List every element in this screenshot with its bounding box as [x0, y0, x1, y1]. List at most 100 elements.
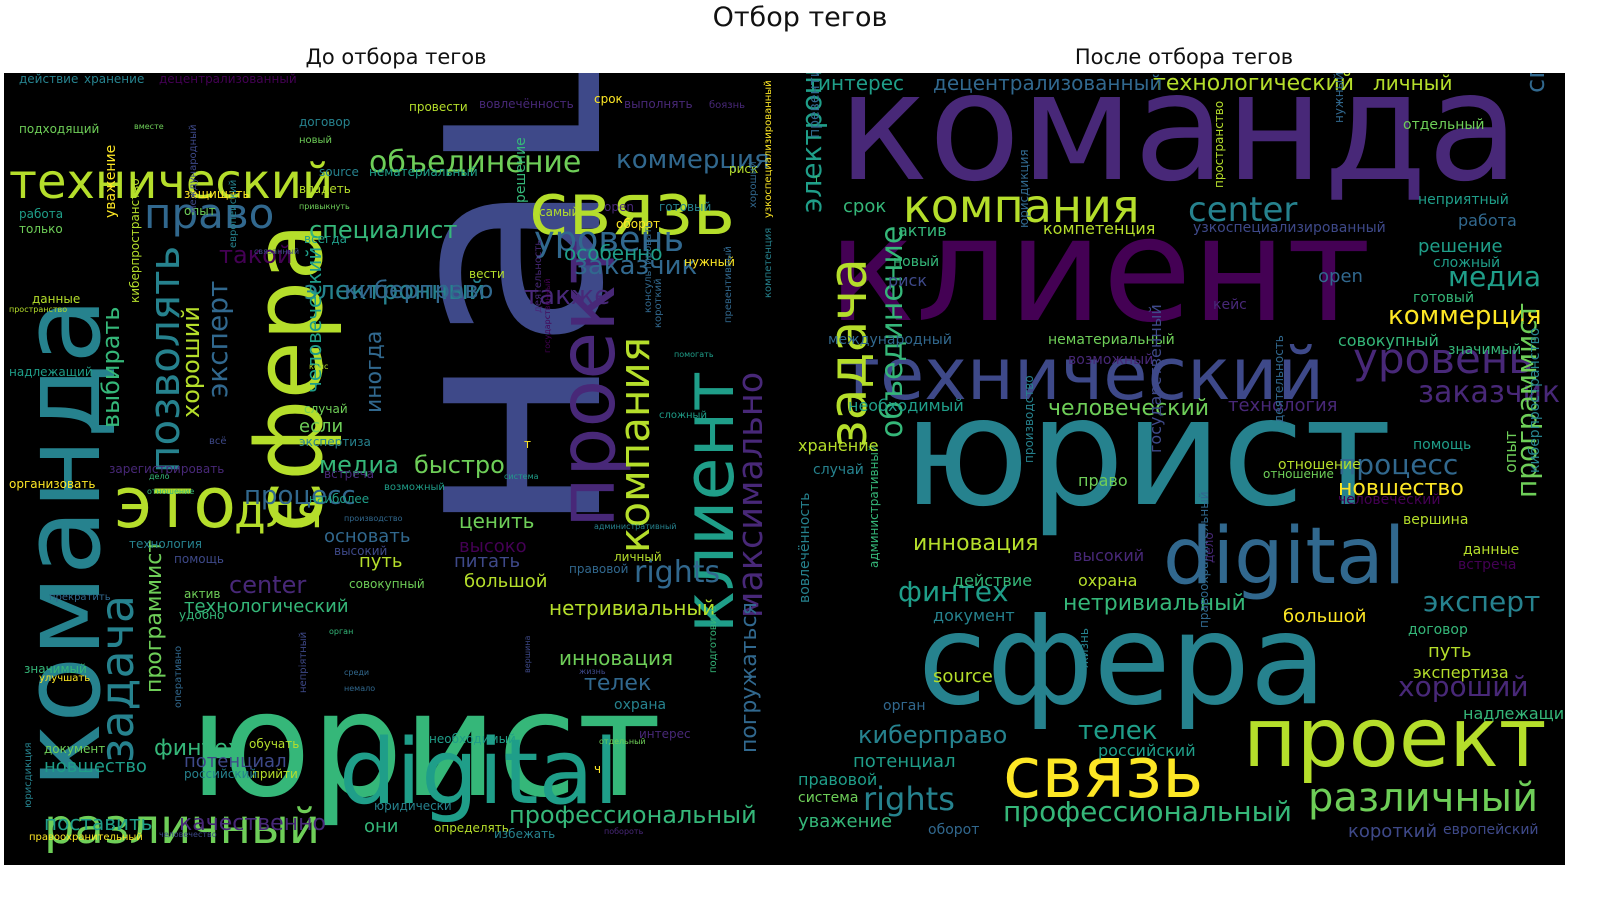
cloud-word: высокий	[1073, 546, 1145, 565]
cloud-word: деятельность	[533, 239, 544, 313]
cloud-word: технологический	[1153, 73, 1355, 96]
cloud-word: связь	[529, 167, 736, 251]
cloud-word: государственный	[543, 278, 552, 353]
cloud-word: компания	[903, 179, 1140, 233]
cloud-word: различный	[44, 799, 321, 855]
cloud-word: право	[144, 189, 275, 238]
cloud-word: международный	[188, 124, 199, 213]
cloud-word: человеческий	[1048, 396, 1210, 421]
cloud-word: человечество	[159, 830, 217, 839]
cloud-word: человеческий	[1338, 492, 1441, 508]
cloud-word: готовый	[659, 200, 712, 214]
cloud-word: пространство	[9, 305, 68, 314]
cloud-word: отдельный	[1403, 117, 1485, 133]
cloud-word: договор	[1408, 622, 1468, 638]
cloud-word: телек	[1078, 716, 1158, 746]
cloud-word: правоохранительный	[1197, 491, 1211, 628]
cloud-word: совокупный	[1338, 331, 1439, 350]
cloud-word: вести	[469, 267, 505, 281]
cloud-word: вовлечённость	[797, 492, 813, 604]
cloud-word: эксперт	[201, 280, 234, 398]
cloud-word: правовой	[798, 770, 878, 789]
cloud-word: уровень	[1353, 334, 1534, 383]
cloud-word: подготовить	[708, 606, 719, 673]
cloud-word: вершина	[523, 635, 532, 673]
cloud-word: возможный	[1068, 352, 1154, 368]
cloud-word: компетенция	[1043, 219, 1156, 238]
cloud-word: всегда	[304, 232, 348, 246]
cloud-word: профессиональный	[509, 801, 757, 829]
cloud-word: юрисдикция	[1017, 149, 1031, 228]
cloud-word: путь	[1428, 641, 1472, 662]
cloud-word: прекратить	[49, 592, 111, 603]
cloud-word: опыт	[1501, 430, 1520, 473]
cloud-word: необходимый	[848, 396, 964, 415]
cloud-word: административный	[867, 444, 881, 568]
cloud-word: система	[504, 472, 539, 481]
cloud-word: эксперт	[1423, 585, 1541, 618]
cloud-word: европейский	[1443, 822, 1539, 838]
cloud-word: данные	[1463, 542, 1520, 558]
cloud-word: государственный	[1146, 304, 1165, 453]
cloud-word: проект	[1243, 691, 1547, 786]
cloud-word: digital	[339, 720, 619, 825]
cloud-word: связь	[1003, 732, 1204, 814]
cloud-word: новый	[299, 135, 332, 146]
cloud-word: максимально	[731, 371, 771, 618]
cloud-word: клиент	[828, 186, 1371, 355]
cloud-word: наиболее	[309, 492, 370, 506]
cloud-word: риск	[888, 271, 928, 290]
cloud-word: выбирать	[97, 306, 125, 428]
cloud-word: актив	[898, 221, 947, 240]
cloud-word: open	[1318, 266, 1363, 287]
cloud-word: процесс	[244, 481, 356, 511]
cloud-word: финтех	[154, 736, 241, 761]
cloud-word: человеческий	[302, 246, 326, 393]
cloud-word: open	[604, 200, 634, 214]
cloud-word: возможный	[384, 482, 445, 493]
cloud-word: хороший	[748, 161, 759, 208]
cloud-word: выполнять	[624, 97, 693, 111]
cloud-word: российский	[184, 767, 258, 781]
cloud-word: хранение	[84, 73, 145, 86]
cloud-word: защищать	[184, 187, 250, 201]
cloud-word: работа	[19, 207, 64, 221]
cloud-word: кейс	[309, 362, 329, 371]
cloud-word: провести	[409, 100, 468, 114]
cloud-word: организовать	[9, 477, 96, 491]
cloud-word: отношение	[1278, 457, 1361, 473]
cloud-word: специалист	[1521, 73, 1551, 93]
figure-title: Отбор тегов	[712, 2, 888, 33]
word-cloud-before: наш юрист команда сфера связь проект клиент это…	[4, 73, 796, 865]
cloud-word: случай	[304, 402, 348, 416]
cloud-word: объединение	[369, 145, 582, 180]
cloud-word: немало	[344, 684, 376, 693]
cloud-word: срок	[843, 196, 887, 217]
cloud-word: иногда	[362, 330, 387, 413]
cloud-word: source	[933, 666, 993, 687]
cloud-word: риск	[729, 162, 759, 176]
cloud-word: привыкнуть	[299, 202, 350, 211]
cloud-word: потенциал	[853, 751, 956, 772]
cloud-word: отношение	[1263, 467, 1334, 481]
cloud-word: это	[114, 462, 237, 544]
cloud-word: обучать	[249, 737, 300, 751]
cloud-word: побороть	[604, 827, 644, 836]
cloud-word: встреча	[324, 467, 375, 481]
cloud-word: правоохранительный	[29, 832, 143, 843]
cloud-word: хранение	[798, 436, 879, 455]
cloud-word: помощь	[1413, 437, 1472, 453]
cloud-word: помощь	[174, 552, 224, 566]
cloud-word: европейский	[228, 179, 239, 248]
cloud-word: программист	[142, 539, 167, 693]
cloud-word: международный	[828, 332, 952, 348]
cloud-word: уровень	[534, 220, 685, 260]
cloud-word: путь	[359, 551, 403, 572]
cloud-word: избежать	[494, 827, 556, 841]
panel-before-title: До отбора тегов	[305, 45, 487, 69]
word-cloud-after: команда клиент юрист сфера технический проект…	[793, 73, 1565, 865]
cloud-word: инновация	[913, 531, 1039, 556]
cloud-word: данные	[32, 292, 81, 306]
cloud-word: действие	[953, 571, 1033, 590]
cloud-word: всё	[209, 436, 227, 447]
